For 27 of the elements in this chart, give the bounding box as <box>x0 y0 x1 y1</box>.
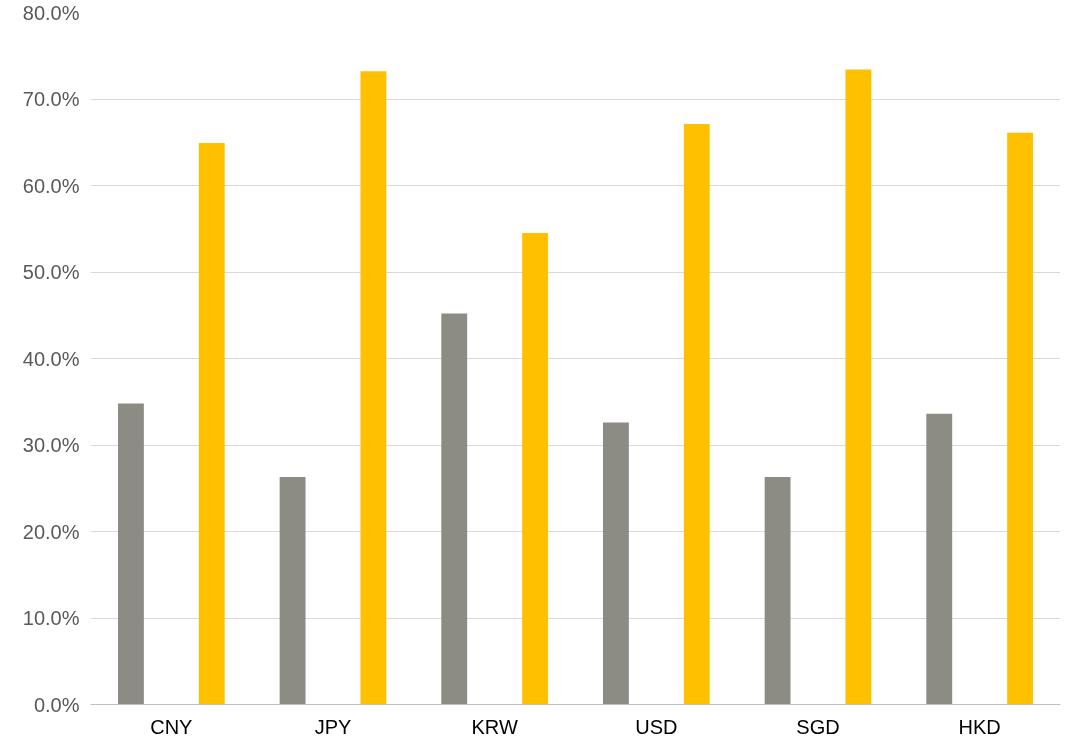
bar <box>764 477 791 705</box>
bar <box>602 422 629 705</box>
x-tick-label: HKD <box>958 715 1001 738</box>
y-tick-label: 20.0% <box>22 520 80 543</box>
y-tick-label: 70.0% <box>22 88 80 110</box>
y-tick-label: 30.0% <box>22 434 80 456</box>
bar <box>926 413 953 705</box>
y-tick-label: 80.0% <box>22 1 80 24</box>
bar <box>845 69 872 705</box>
x-tick-label: SGD <box>796 715 840 738</box>
x-tick-label: CNY <box>150 715 193 738</box>
y-tick-label: 10.0% <box>22 607 80 629</box>
bar <box>279 477 306 705</box>
bar <box>1007 132 1034 705</box>
y-tick-label: 60.0% <box>22 174 80 197</box>
bar <box>198 143 225 705</box>
x-tick-label: USD <box>635 715 678 738</box>
bar <box>360 71 387 705</box>
bar <box>117 403 144 705</box>
x-tick-label: KRW <box>471 715 518 738</box>
bar <box>683 124 710 705</box>
y-tick-label: 0.0% <box>33 693 80 716</box>
bar <box>522 233 549 705</box>
x-tick-label: JPY <box>314 715 352 738</box>
y-tick-label: 50.0% <box>22 261 80 283</box>
bar <box>441 313 468 705</box>
y-tick-label: 40.0% <box>22 347 80 370</box>
